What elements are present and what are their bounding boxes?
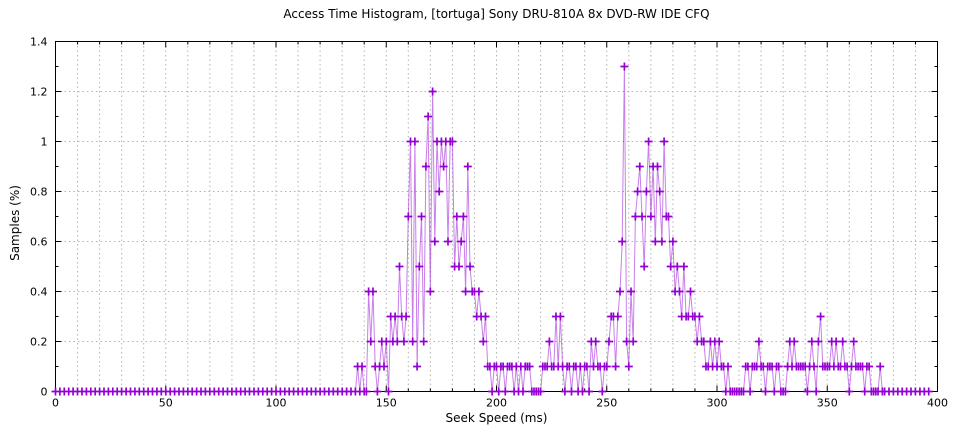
y-tick-label: 0.8 (30, 186, 48, 199)
x-tick-label: 200 (486, 397, 507, 410)
x-tick-label: 150 (376, 397, 397, 410)
data-series-line (55, 66, 929, 392)
x-tick-label: 50 (159, 397, 173, 410)
x-tick-label: 300 (707, 397, 728, 410)
y-tick-label: 0.4 (30, 286, 48, 299)
y-tick-label: 1.2 (30, 86, 48, 99)
x-tick-label: 100 (266, 397, 287, 410)
y-tick-label: 0.6 (30, 236, 48, 249)
y-tick-label: 1.4 (30, 36, 48, 49)
x-tick-label: 250 (596, 397, 617, 410)
x-tick-label: 0 (52, 397, 59, 410)
x-tick-label: 400 (927, 397, 948, 410)
y-tick-label: 1 (41, 136, 48, 149)
x-tick-label: 350 (817, 397, 838, 410)
x-axis-label: Seek Speed (ms) (445, 411, 548, 425)
y-tick-label: 0.2 (30, 336, 48, 349)
data-point-markers (51, 62, 933, 396)
y-tick-label: 0 (41, 386, 48, 399)
chart-title: Access Time Histogram, [tortuga] Sony DR… (283, 7, 710, 21)
